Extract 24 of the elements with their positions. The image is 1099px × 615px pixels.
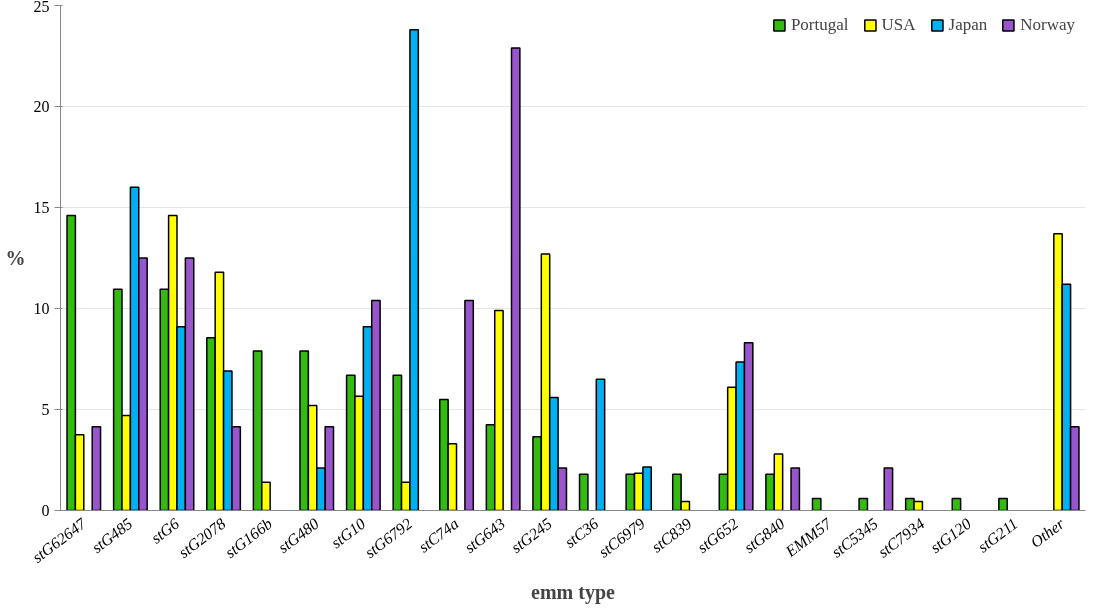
bar: [883, 467, 894, 511]
y-tick-label: 25: [33, 0, 50, 15]
bar: [464, 299, 475, 511]
x-tick-label: stG6: [147, 514, 183, 547]
bar: [811, 497, 822, 511]
y-tick-label: 0: [41, 502, 50, 519]
legend-label: USA: [881, 15, 916, 35]
bar: [595, 378, 606, 511]
bar: [998, 497, 1008, 511]
y-tick-label: 20: [33, 98, 50, 115]
bar: [790, 467, 801, 511]
bar: [578, 473, 589, 511]
y-tick-label: 15: [33, 199, 50, 216]
y-tick-label: 10: [33, 300, 50, 317]
bar: [91, 425, 102, 511]
x-axis-title: emm type: [531, 580, 616, 604]
y-axis-title: %: [5, 247, 26, 269]
legend-label: Norway: [1020, 15, 1075, 35]
y-tick-label: 5: [41, 401, 50, 418]
x-tick-label: Other: [1027, 514, 1068, 551]
bar: [510, 47, 521, 511]
legend-label: Portugal: [790, 15, 849, 35]
bar: [858, 497, 869, 511]
legend-label: Japan: [948, 15, 988, 35]
